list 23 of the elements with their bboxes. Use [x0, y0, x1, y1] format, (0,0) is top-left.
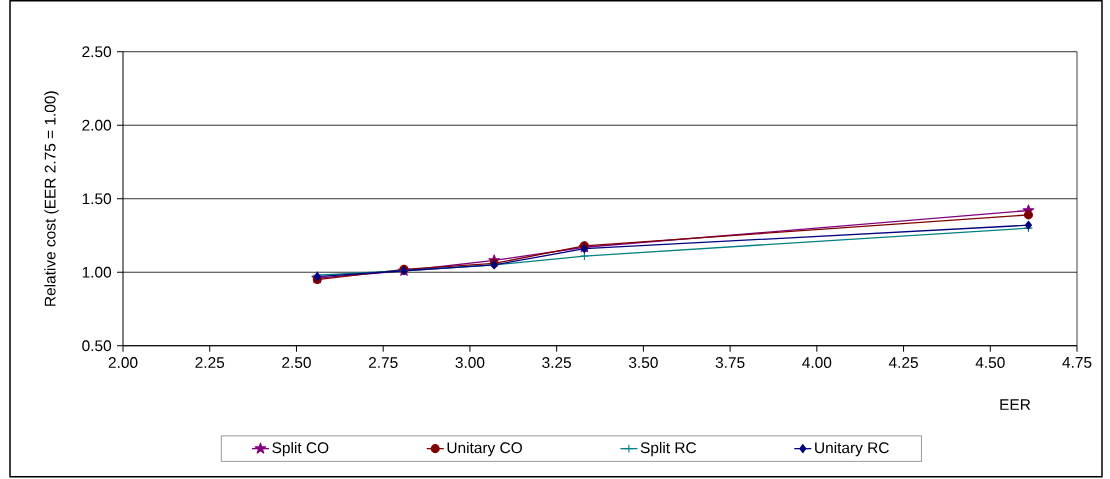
y-tick-label: 1.00	[82, 266, 112, 278]
x-tick-label: 2.50	[282, 357, 311, 369]
y-tick-label: 0.50	[82, 340, 112, 352]
legend-label: Unitary RC	[815, 442, 889, 457]
x-tick-label: 2.25	[195, 357, 225, 369]
x-tick-label: 4.00	[802, 357, 832, 369]
y-tick-label: 2.00	[82, 119, 112, 131]
x-tick-label: 4.75	[1062, 357, 1092, 368]
x-axis-title: EER	[1000, 399, 1031, 410]
x-tick-label: 3.50	[628, 357, 658, 369]
x-tick-label: 3.75	[715, 357, 745, 369]
legend-label: Split CO	[272, 442, 329, 457]
y-axis-title: Relative cost (EER 2.75 = 1.00)	[44, 91, 59, 306]
x-tick-label: 3.00	[455, 357, 485, 369]
x-tick-label: 2.00	[108, 357, 138, 369]
x-tick-label: 3.25	[542, 357, 572, 369]
legend-label: Unitary CO	[447, 442, 522, 457]
x-tick-label: 4.50	[975, 357, 1005, 369]
y-tick-label: 2.50	[82, 46, 112, 58]
y-tick-label: 1.50	[82, 193, 112, 205]
legend-label: Split RC	[640, 442, 697, 457]
x-tick-label: 4.25	[888, 357, 918, 369]
x-tick-label: 2.75	[368, 357, 398, 369]
